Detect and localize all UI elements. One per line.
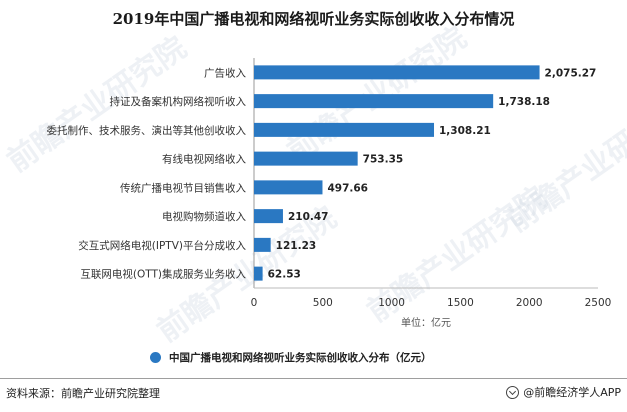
data-label: 497.66 xyxy=(327,182,368,194)
legend-marker xyxy=(150,351,161,363)
category-label: 持证及备案机构网络视听收入 xyxy=(110,95,247,108)
bar xyxy=(254,65,540,80)
x-tick-label: 2500 xyxy=(585,297,612,309)
category-label: 交互式网络电视(IPTV)平台分成收入 xyxy=(78,239,246,252)
x-tick-label: 2000 xyxy=(516,297,543,309)
bar xyxy=(254,151,358,166)
data-label: 753.35 xyxy=(363,154,404,166)
category-label: 传统广播电视节目销售收入 xyxy=(120,181,246,194)
source-note: 资料来源：前瞻产业研究院整理 xyxy=(6,387,160,400)
x-tick-label: 500 xyxy=(313,297,333,309)
data-label: 62.53 xyxy=(268,269,301,281)
chart-title: 2019年中国广播电视和网络视听业务实际创收收入分布情况 xyxy=(112,10,515,28)
legend-label: 中国广播电视和网络视听业务实际创收收入分布（亿元） xyxy=(169,351,432,364)
category-label: 互联网电视(OTT)集成服务业务收入 xyxy=(80,268,246,281)
x-tick-label: 1000 xyxy=(378,297,405,309)
category-label: 广告收入 xyxy=(204,66,246,79)
bar xyxy=(254,94,494,109)
bar xyxy=(254,266,263,281)
bar xyxy=(254,180,323,195)
brand-logo-icon xyxy=(506,385,520,399)
x-tick-label: 1500 xyxy=(447,297,474,309)
x-tick-label: 0 xyxy=(251,297,258,309)
x-axis-title: 单位：亿元 xyxy=(401,316,451,329)
data-label: 2,075.27 xyxy=(545,67,597,79)
category-label: 委托制作、技术服务、演出等其他创收收入 xyxy=(47,124,247,137)
category-label: 电视购物频道收入 xyxy=(162,210,246,223)
data-label: 210.47 xyxy=(288,211,329,223)
footer-divider xyxy=(0,378,627,379)
brand-label: @前瞻经济学人APP xyxy=(523,386,621,399)
category-label: 有线电视网络收入 xyxy=(162,153,246,166)
data-label: 1,738.18 xyxy=(498,96,550,108)
brand-credit: @前瞻经济学人APP xyxy=(506,384,621,400)
legend: 中国广播电视和网络视听业务实际创收收入分布（亿元） xyxy=(150,350,432,364)
data-label: 1,308.21 xyxy=(439,125,491,137)
bar xyxy=(254,122,435,137)
bar xyxy=(254,237,271,252)
data-label: 121.23 xyxy=(276,240,317,252)
bar xyxy=(254,209,283,224)
